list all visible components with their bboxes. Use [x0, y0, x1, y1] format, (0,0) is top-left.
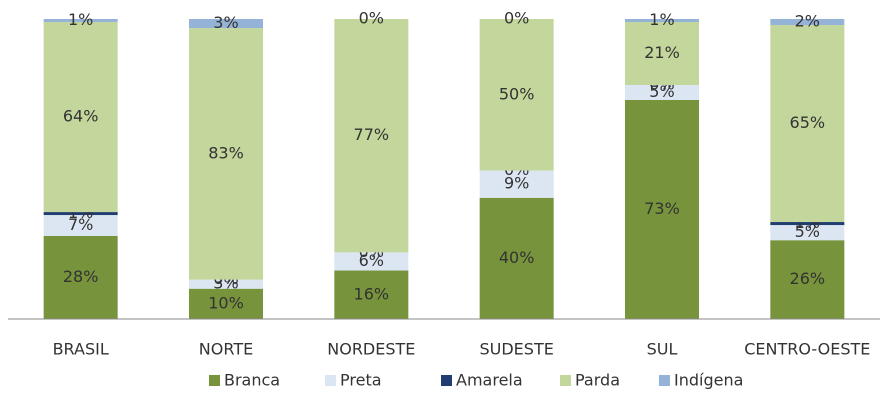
data-label: 77% [354, 125, 390, 144]
bar-segment [43, 21, 118, 213]
bar-segment [479, 197, 554, 319]
data-label: 7% [68, 215, 93, 234]
bar-segment [770, 25, 845, 223]
x-tick-label: CENTRO-OESTE [744, 340, 870, 359]
bar-segment [43, 212, 118, 216]
data-label: 0% [359, 9, 384, 28]
data-label: 50% [499, 84, 535, 103]
legend-label: Amarela [456, 371, 523, 390]
bar-segment [43, 235, 118, 319]
data-label: 5% [795, 222, 820, 241]
legend-marker [441, 375, 452, 386]
legend-marker [209, 375, 220, 386]
bar-segment [189, 28, 263, 280]
data-label: 1% [68, 10, 93, 29]
x-tick-label: NORTE [199, 340, 253, 359]
data-label: 3% [213, 13, 238, 32]
legend-label: Preta [340, 371, 382, 390]
bar-segment [625, 100, 699, 319]
bar-segment [479, 19, 554, 171]
data-label: 65% [790, 113, 826, 132]
bar-segment [189, 288, 263, 319]
data-label: 10% [208, 293, 244, 312]
data-label: 1% [649, 10, 674, 29]
bar-segment [189, 279, 263, 289]
data-label: 83% [208, 143, 244, 162]
legend-marker [325, 375, 336, 386]
x-tick-label: SUDESTE [479, 340, 553, 359]
data-label: 2% [795, 12, 820, 31]
bar-segment [334, 252, 409, 271]
legend-marker [560, 375, 571, 386]
x-tick-label: BRASIL [53, 340, 109, 359]
bar-segment [334, 270, 409, 319]
data-label: 26% [790, 269, 826, 288]
x-tick-label: SUL [647, 340, 678, 359]
bar-segment [189, 19, 263, 29]
bar-segment [334, 19, 409, 253]
legend-label: Parda [575, 371, 620, 390]
bar-segment [770, 19, 845, 26]
bar-segment [625, 85, 699, 100]
bar-segment [479, 170, 554, 198]
bar-segment [770, 222, 845, 226]
bar-segment [770, 225, 845, 241]
data-label: 40% [499, 248, 535, 267]
data-label: 6% [359, 251, 384, 270]
data-label: 16% [354, 284, 390, 303]
bar-segment [770, 240, 845, 319]
legend-label: Indígena [674, 371, 743, 390]
data-label: 9% [504, 174, 529, 193]
data-label: 64% [63, 107, 99, 126]
data-label: 21% [644, 43, 680, 62]
bar-segment [43, 19, 118, 22]
data-label: 5% [649, 82, 674, 101]
bar-segment [625, 22, 699, 85]
data-label: 73% [644, 199, 680, 218]
x-tick-label: NORDESTE [327, 340, 415, 359]
bar-segment [625, 19, 699, 22]
legend-label: Branca [224, 371, 280, 390]
data-label: 28% [63, 267, 99, 286]
bar-segment [43, 215, 118, 236]
legend-marker [659, 375, 670, 386]
data-label: 0% [504, 9, 529, 28]
